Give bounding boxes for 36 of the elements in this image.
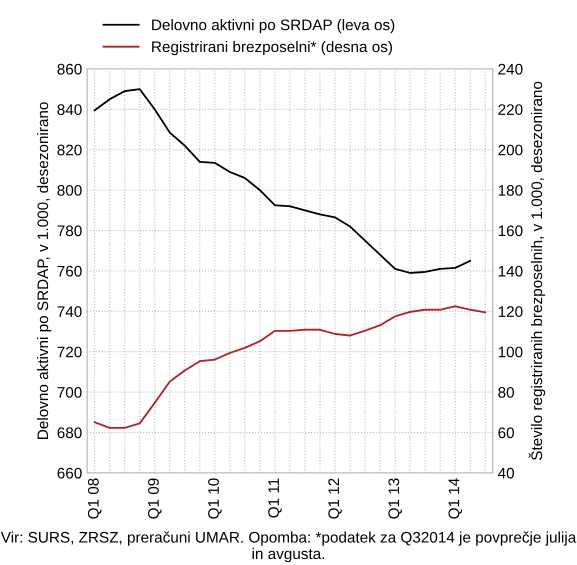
x-tick-label: Q1 08: [88, 478, 102, 519]
y-tick-label: 740: [58, 306, 82, 317]
y2-tick-label: 120: [498, 306, 523, 317]
legend-label: Delovno aktivni po SRDAP (leva os): [152, 19, 394, 34]
y-tick-label: 660: [58, 468, 82, 479]
y2-axis-title: Število registriranih brezposelnih, v 1.000, desezonirano: [528, 82, 546, 460]
y-tick-label: 840: [57, 104, 82, 116]
y-tick-label: 680: [58, 427, 82, 438]
y2-tick-label: 40: [498, 468, 514, 479]
y-tick-label: 860: [57, 64, 82, 75]
text: Vir: SURS, ZRSZ, preračuni UMAR. Opomba: *podatek za Q32014 je povprečje julija in avgusta.: [0, 531, 576, 562]
y-tick-label: 800: [57, 184, 82, 196]
y2-tick-label: 80: [498, 386, 514, 398]
x-tick-label: Q1 11: [268, 478, 282, 518]
x-tick-label: Q1 10: [208, 478, 222, 519]
x-tick-label: Q1 09: [148, 478, 162, 519]
y-tick-label: 700: [58, 386, 82, 398]
y2-tick-label: 220: [498, 104, 523, 116]
x-tick-label: Q1 12: [328, 478, 342, 519]
line-series: [94, 305, 486, 429]
y2-tick-label: 200: [498, 144, 523, 156]
line-series: [94, 88, 472, 274]
y-tick-label: 760: [58, 266, 82, 277]
x-tick-label: Q1 13: [388, 478, 402, 519]
y-tick-label: 720: [58, 346, 82, 358]
legend-label: Registrirani brezposelni* (desna os): [152, 40, 392, 56]
y2-tick-label: 240: [498, 64, 523, 75]
y2-tick-label: 180: [498, 184, 523, 196]
x-tick-label: Q1 14: [448, 478, 462, 519]
y2-tick-label: 60: [498, 427, 514, 438]
y-tick-label: 780: [58, 225, 82, 236]
y2-tick-label: 140: [498, 266, 523, 277]
y2-tick-label: 160: [498, 225, 523, 236]
y2-tick-label: 100: [498, 346, 523, 358]
y-tick-label: 820: [57, 144, 82, 156]
y-axis-title: Delovno aktivni po SRDAP, v 1.000, desezonirano: [36, 102, 52, 439]
